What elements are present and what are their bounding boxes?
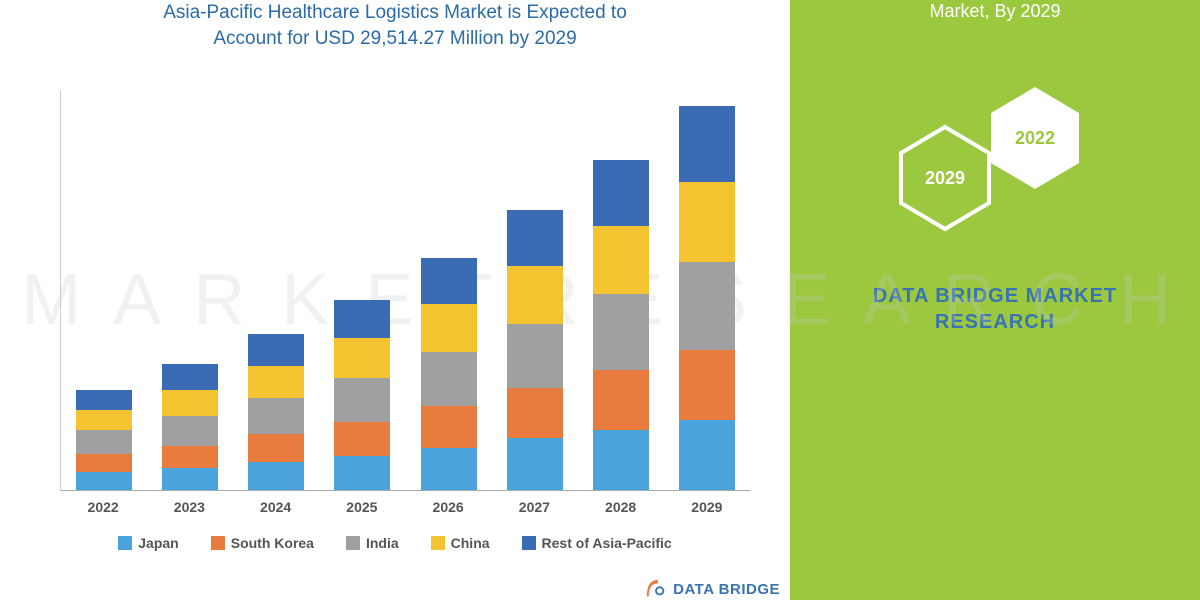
bar-segment xyxy=(421,258,477,304)
brand-line2: RESEARCH xyxy=(935,311,1055,333)
bar-segment xyxy=(507,266,563,324)
bar-segment xyxy=(76,390,132,410)
bar-segment xyxy=(248,334,304,366)
bar-segment xyxy=(679,182,735,262)
bar-segment xyxy=(162,468,218,490)
legend-swatch xyxy=(211,536,225,550)
bar-segment xyxy=(248,434,304,462)
brand-text: DATA BRIDGE MARKET RESEARCH xyxy=(873,283,1117,335)
bar-segment xyxy=(334,378,390,422)
legend-item: Japan xyxy=(118,535,178,551)
x-axis-label: 2028 xyxy=(593,499,649,515)
bar-segment xyxy=(76,410,132,430)
bar-segment xyxy=(334,300,390,338)
legend-swatch xyxy=(118,536,132,550)
right-panel: Market, By 2029 2029 2022 DATA BRIDGE MA… xyxy=(790,0,1200,600)
bar-group xyxy=(593,160,649,490)
x-axis: 2022 2023 2024 2025 2026 2027 2028 2029 xyxy=(60,499,750,515)
bar-segment xyxy=(507,210,563,266)
x-axis-label: 2025 xyxy=(334,499,390,515)
bar-segment xyxy=(421,304,477,352)
legend: Japan South Korea India China Rest of Asia-P… xyxy=(30,535,760,551)
legend-label: South Korea xyxy=(231,535,314,551)
bar-segment xyxy=(593,430,649,490)
bar-segment xyxy=(162,446,218,468)
bar-segment xyxy=(507,388,563,438)
bar-segment xyxy=(507,438,563,490)
bar-segment xyxy=(162,416,218,446)
x-axis-label: 2027 xyxy=(506,499,562,515)
bar-segment xyxy=(593,226,649,294)
right-subtitle: Market, By 2029 xyxy=(929,0,1060,23)
brand-line1: DATA BRIDGE MARKET xyxy=(873,285,1117,307)
bar-segment xyxy=(162,364,218,390)
legend-item: India xyxy=(346,535,399,551)
bar-segment xyxy=(593,160,649,226)
bar-segment xyxy=(679,262,735,350)
hex-outline-label: 2029 xyxy=(925,168,965,189)
legend-label: Rest of Asia-Pacific xyxy=(542,535,672,551)
bar-segment xyxy=(248,366,304,398)
bar-group xyxy=(507,210,563,490)
legend-item: China xyxy=(431,535,490,551)
legend-label: India xyxy=(366,535,399,551)
legend-item: Rest of Asia-Pacific xyxy=(522,535,672,551)
bar-segment xyxy=(248,398,304,434)
bar-segment xyxy=(593,370,649,430)
bar-segment xyxy=(679,420,735,490)
x-axis-label: 2023 xyxy=(161,499,217,515)
bar-group xyxy=(162,364,218,490)
legend-swatch xyxy=(522,536,536,550)
bar-group xyxy=(679,106,735,490)
bar-segment xyxy=(421,352,477,406)
bar-segment xyxy=(679,106,735,182)
bar-segment xyxy=(679,350,735,420)
legend-label: Japan xyxy=(138,535,178,551)
bar-segment xyxy=(248,462,304,490)
bar-segment xyxy=(162,390,218,416)
bar-segment xyxy=(76,430,132,454)
x-axis-label: 2029 xyxy=(679,499,735,515)
bar-segment xyxy=(421,448,477,490)
chart-panel: Asia-Pacific Healthcare Logistics Market… xyxy=(0,0,790,600)
bar-group xyxy=(421,258,477,490)
bar-segment xyxy=(76,472,132,490)
bar-segment xyxy=(76,454,132,472)
legend-swatch xyxy=(431,536,445,550)
hex-filled-label: 2022 xyxy=(1015,128,1055,149)
bar-segment xyxy=(507,324,563,388)
x-axis-label: 2026 xyxy=(420,499,476,515)
bar-segment xyxy=(334,422,390,456)
legend-label: China xyxy=(451,535,490,551)
x-axis-label: 2024 xyxy=(248,499,304,515)
bottom-logo-text: DATA BRIDGE xyxy=(673,581,780,598)
legend-swatch xyxy=(346,536,360,550)
hex-2022: 2022 xyxy=(985,83,1085,193)
bar-group xyxy=(76,390,132,490)
bar-group xyxy=(248,334,304,490)
x-axis-label: 2022 xyxy=(75,499,131,515)
hex-2029: 2029 xyxy=(895,123,995,233)
bar-segment xyxy=(593,294,649,370)
hex-container: 2029 2022 xyxy=(895,83,1095,243)
legend-item: South Korea xyxy=(211,535,314,551)
bar-segment xyxy=(421,406,477,448)
bars-container xyxy=(60,91,750,491)
bridge-logo-icon xyxy=(645,578,667,600)
bar-segment xyxy=(334,338,390,378)
bar-segment xyxy=(334,456,390,490)
chart-area xyxy=(60,61,750,491)
bar-group xyxy=(334,300,390,490)
bottom-logo: DATA BRIDGE xyxy=(645,578,780,600)
chart-title-line1: Asia-Pacific Healthcare Logistics Market… xyxy=(163,2,627,23)
chart-title: Asia-Pacific Healthcare Logistics Market… xyxy=(30,0,760,51)
chart-title-line2: Account for USD 29,514.27 Million by 202… xyxy=(213,28,576,49)
